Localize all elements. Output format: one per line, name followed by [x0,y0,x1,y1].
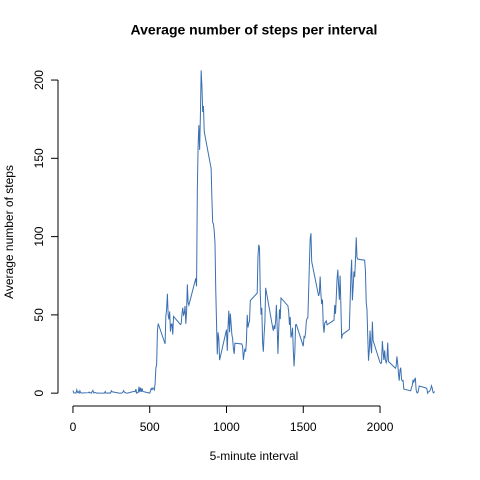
y-tick-label: 150 [32,148,46,168]
y-axis-label: Average number of steps [2,165,16,299]
y-tick-label: 0 [32,390,46,397]
chart-title: Average number of steps per interval [131,22,378,38]
x-tick-label: 0 [70,420,77,434]
x-tick-label: 500 [140,420,160,434]
y-tick-label: 200 [32,70,46,90]
x-tick-label: 2000 [367,420,394,434]
y-tick-label: 100 [32,226,46,246]
x-tick-label: 1500 [290,420,317,434]
y-tick-label: 50 [32,308,46,322]
x-axis-label: 5-minute interval [210,449,299,463]
data-line [72,70,435,395]
x-tick-label: 1000 [213,420,240,434]
